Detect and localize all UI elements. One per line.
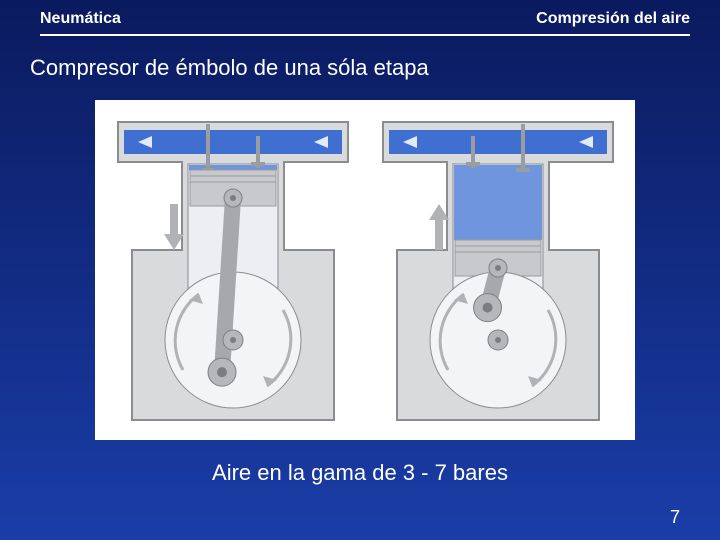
- compressor-diagram-compression: [373, 110, 623, 430]
- page-number: 7: [670, 507, 680, 528]
- diagram-panel: [95, 100, 635, 440]
- compressor-diagram-intake: [108, 110, 358, 430]
- header-left: Neumática: [40, 10, 121, 28]
- header-rule: [40, 34, 690, 36]
- slide-title: Compresor de émbolo de una sóla etapa: [30, 55, 429, 81]
- slide-header: Neumática Compresión del aire: [40, 10, 690, 28]
- slide: Neumática Compresión del aire Compresor …: [0, 0, 720, 540]
- caption: Aire en la gama de 3 - 7 bares: [0, 460, 720, 486]
- header-right: Compresión del aire: [536, 10, 690, 28]
